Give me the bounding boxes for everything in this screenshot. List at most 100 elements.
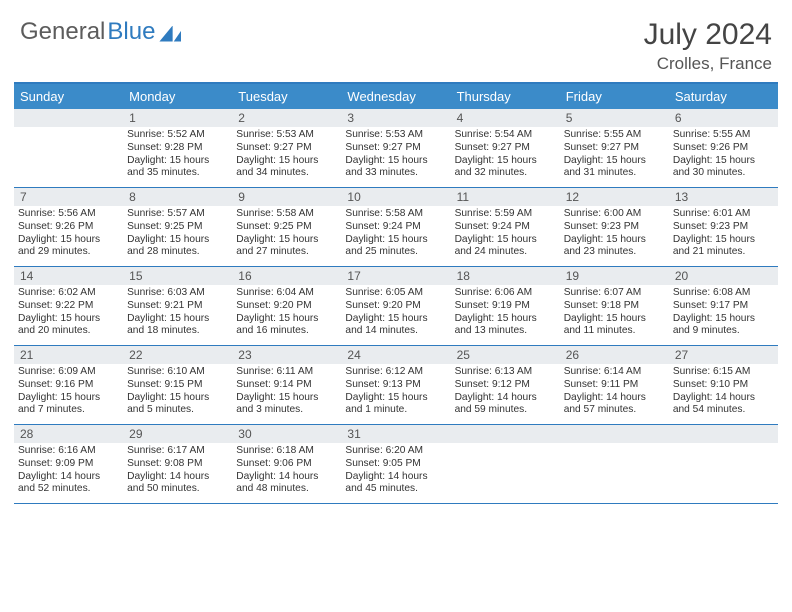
day-cell: 13Sunrise: 6:01 AMSunset: 9:23 PMDayligh… <box>669 188 778 266</box>
daylight: Daylight: 14 hours and 54 minutes. <box>673 392 774 418</box>
sunrise: Sunrise: 6:14 AM <box>564 366 665 379</box>
day-data: Sunrise: 6:13 AMSunset: 9:12 PMDaylight:… <box>451 364 560 421</box>
daylight: Daylight: 15 hours and 20 minutes. <box>18 313 119 339</box>
day-number: 17 <box>341 267 450 285</box>
day-number: 8 <box>123 188 232 206</box>
day-data: Sunrise: 5:53 AMSunset: 9:27 PMDaylight:… <box>232 127 341 184</box>
sunrise: Sunrise: 5:53 AM <box>236 129 337 142</box>
day-cell: 15Sunrise: 6:03 AMSunset: 9:21 PMDayligh… <box>123 267 232 345</box>
day-cell <box>451 425 560 503</box>
day-cell: 6Sunrise: 5:55 AMSunset: 9:26 PMDaylight… <box>669 109 778 187</box>
day-data: Sunrise: 5:58 AMSunset: 9:24 PMDaylight:… <box>341 206 450 263</box>
day-data: Sunrise: 6:00 AMSunset: 9:23 PMDaylight:… <box>560 206 669 263</box>
day-cell: 11Sunrise: 5:59 AMSunset: 9:24 PMDayligh… <box>451 188 560 266</box>
daylight: Daylight: 15 hours and 25 minutes. <box>345 234 446 260</box>
day-number <box>560 425 669 443</box>
sunset: Sunset: 9:05 PM <box>345 458 446 471</box>
week-row: 7Sunrise: 5:56 AMSunset: 9:26 PMDaylight… <box>14 188 778 267</box>
daylight: Daylight: 14 hours and 45 minutes. <box>345 471 446 497</box>
daylight: Daylight: 15 hours and 5 minutes. <box>127 392 228 418</box>
sunrise: Sunrise: 6:09 AM <box>18 366 119 379</box>
day-data: Sunrise: 5:54 AMSunset: 9:27 PMDaylight:… <box>451 127 560 184</box>
dayhead: Thursday <box>451 84 560 109</box>
day-data: Sunrise: 6:01 AMSunset: 9:23 PMDaylight:… <box>669 206 778 263</box>
sunset: Sunset: 9:23 PM <box>673 221 774 234</box>
month-title: July 2024 <box>644 18 772 52</box>
sunrise: Sunrise: 6:10 AM <box>127 366 228 379</box>
daylight: Daylight: 15 hours and 34 minutes. <box>236 155 337 181</box>
sunrise: Sunrise: 5:55 AM <box>673 129 774 142</box>
day-number: 6 <box>669 109 778 127</box>
day-number: 31 <box>341 425 450 443</box>
sunrise: Sunrise: 5:52 AM <box>127 129 228 142</box>
day-data: Sunrise: 6:05 AMSunset: 9:20 PMDaylight:… <box>341 285 450 342</box>
dayhead: Saturday <box>669 84 778 109</box>
day-data: Sunrise: 6:04 AMSunset: 9:20 PMDaylight:… <box>232 285 341 342</box>
day-data: Sunrise: 6:02 AMSunset: 9:22 PMDaylight:… <box>14 285 123 342</box>
day-data: Sunrise: 5:59 AMSunset: 9:24 PMDaylight:… <box>451 206 560 263</box>
day-cell: 28Sunrise: 6:16 AMSunset: 9:09 PMDayligh… <box>14 425 123 503</box>
day-number: 20 <box>669 267 778 285</box>
daylight: Daylight: 15 hours and 33 minutes. <box>345 155 446 181</box>
day-cell: 18Sunrise: 6:06 AMSunset: 9:19 PMDayligh… <box>451 267 560 345</box>
daylight: Daylight: 14 hours and 48 minutes. <box>236 471 337 497</box>
sunset: Sunset: 9:27 PM <box>345 142 446 155</box>
day-data: Sunrise: 5:56 AMSunset: 9:26 PMDaylight:… <box>14 206 123 263</box>
daylight: Daylight: 15 hours and 24 minutes. <box>455 234 556 260</box>
sunset: Sunset: 9:10 PM <box>673 379 774 392</box>
sunrise: Sunrise: 5:58 AM <box>236 208 337 221</box>
sunrise: Sunrise: 6:15 AM <box>673 366 774 379</box>
sunset: Sunset: 9:12 PM <box>455 379 556 392</box>
daylight: Daylight: 14 hours and 57 minutes. <box>564 392 665 418</box>
daylight: Daylight: 15 hours and 18 minutes. <box>127 313 228 339</box>
daylight: Daylight: 15 hours and 28 minutes. <box>127 234 228 260</box>
sunset: Sunset: 9:25 PM <box>236 221 337 234</box>
daylight: Daylight: 15 hours and 1 minute. <box>345 392 446 418</box>
day-data: Sunrise: 6:17 AMSunset: 9:08 PMDaylight:… <box>123 443 232 500</box>
sunrise: Sunrise: 6:11 AM <box>236 366 337 379</box>
day-number: 21 <box>14 346 123 364</box>
day-data: Sunrise: 5:57 AMSunset: 9:25 PMDaylight:… <box>123 206 232 263</box>
week-row: 28Sunrise: 6:16 AMSunset: 9:09 PMDayligh… <box>14 425 778 504</box>
day-data: Sunrise: 5:55 AMSunset: 9:27 PMDaylight:… <box>560 127 669 184</box>
daylight: Daylight: 15 hours and 9 minutes. <box>673 313 774 339</box>
daylight: Daylight: 15 hours and 30 minutes. <box>673 155 774 181</box>
day-data: Sunrise: 5:53 AMSunset: 9:27 PMDaylight:… <box>341 127 450 184</box>
sunset: Sunset: 9:22 PM <box>18 300 119 313</box>
day-number: 9 <box>232 188 341 206</box>
day-cell: 2Sunrise: 5:53 AMSunset: 9:27 PMDaylight… <box>232 109 341 187</box>
day-number: 2 <box>232 109 341 127</box>
day-data: Sunrise: 6:06 AMSunset: 9:19 PMDaylight:… <box>451 285 560 342</box>
sunrise: Sunrise: 5:59 AM <box>455 208 556 221</box>
day-number: 10 <box>341 188 450 206</box>
sunrise: Sunrise: 6:02 AM <box>18 287 119 300</box>
day-number: 22 <box>123 346 232 364</box>
logo: GeneralBlue <box>14 18 181 46</box>
daylight: Daylight: 15 hours and 31 minutes. <box>564 155 665 181</box>
daylight: Daylight: 15 hours and 7 minutes. <box>18 392 119 418</box>
sunset: Sunset: 9:16 PM <box>18 379 119 392</box>
day-cell: 8Sunrise: 5:57 AMSunset: 9:25 PMDaylight… <box>123 188 232 266</box>
day-cell: 7Sunrise: 5:56 AMSunset: 9:26 PMDaylight… <box>14 188 123 266</box>
sunset: Sunset: 9:17 PM <box>673 300 774 313</box>
day-data: Sunrise: 6:03 AMSunset: 9:21 PMDaylight:… <box>123 285 232 342</box>
sunset: Sunset: 9:09 PM <box>18 458 119 471</box>
week-row: 1Sunrise: 5:52 AMSunset: 9:28 PMDaylight… <box>14 109 778 188</box>
daylight: Daylight: 14 hours and 59 minutes. <box>455 392 556 418</box>
daylight: Daylight: 15 hours and 35 minutes. <box>127 155 228 181</box>
sunrise: Sunrise: 6:03 AM <box>127 287 228 300</box>
day-cell: 10Sunrise: 5:58 AMSunset: 9:24 PMDayligh… <box>341 188 450 266</box>
logo-word1: General <box>20 18 105 46</box>
day-number: 13 <box>669 188 778 206</box>
sunrise: Sunrise: 5:53 AM <box>345 129 446 142</box>
day-number: 29 <box>123 425 232 443</box>
day-number: 4 <box>451 109 560 127</box>
day-data: Sunrise: 6:20 AMSunset: 9:05 PMDaylight:… <box>341 443 450 500</box>
sunset: Sunset: 9:24 PM <box>455 221 556 234</box>
day-data: Sunrise: 6:15 AMSunset: 9:10 PMDaylight:… <box>669 364 778 421</box>
day-number: 12 <box>560 188 669 206</box>
day-number <box>669 425 778 443</box>
day-cell: 12Sunrise: 6:00 AMSunset: 9:23 PMDayligh… <box>560 188 669 266</box>
day-number: 19 <box>560 267 669 285</box>
sunrise: Sunrise: 6:20 AM <box>345 445 446 458</box>
